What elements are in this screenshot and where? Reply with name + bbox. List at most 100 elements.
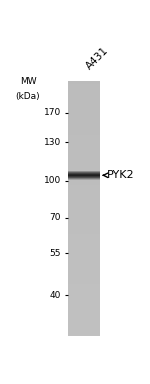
Bar <box>68 226 100 228</box>
Bar <box>68 200 100 201</box>
Bar <box>68 292 100 294</box>
Bar <box>68 298 100 299</box>
Bar <box>68 218 100 220</box>
Bar <box>68 168 100 169</box>
Bar <box>68 172 100 173</box>
Bar <box>68 170 100 172</box>
Bar <box>68 225 100 227</box>
Text: MW: MW <box>20 77 36 86</box>
Bar <box>68 133 100 135</box>
Bar <box>68 177 100 178</box>
Text: 130: 130 <box>44 138 61 147</box>
Bar <box>68 111 100 112</box>
Bar <box>68 98 100 99</box>
Bar <box>68 144 100 145</box>
Bar <box>68 141 100 142</box>
Bar <box>68 146 100 148</box>
Bar <box>68 264 100 266</box>
Bar <box>68 243 100 244</box>
Bar <box>68 81 100 83</box>
Bar <box>68 174 100 175</box>
Bar <box>68 177 100 178</box>
Bar <box>68 300 100 301</box>
Bar <box>68 260 100 262</box>
Text: 40: 40 <box>50 291 61 300</box>
Bar <box>68 178 100 179</box>
Bar <box>68 109 100 111</box>
Bar <box>68 233 100 234</box>
Bar <box>68 266 100 267</box>
Bar <box>68 272 100 273</box>
Bar <box>68 308 100 309</box>
Bar <box>68 106 100 107</box>
Bar <box>68 192 100 194</box>
Bar <box>68 258 100 260</box>
Bar <box>68 250 100 252</box>
Bar <box>68 179 100 181</box>
Bar <box>68 206 100 207</box>
Bar <box>68 254 100 256</box>
Bar <box>68 187 100 189</box>
Bar <box>68 273 100 275</box>
Bar <box>68 112 100 113</box>
Bar <box>68 85 100 87</box>
Bar <box>68 154 100 155</box>
Bar <box>68 135 100 136</box>
Bar <box>68 301 100 303</box>
Bar <box>68 320 100 322</box>
Bar <box>68 212 100 214</box>
Bar <box>68 332 100 333</box>
Bar <box>68 328 100 329</box>
Bar <box>68 117 100 118</box>
Bar <box>68 324 100 326</box>
Bar <box>68 163 100 164</box>
Bar <box>68 247 100 248</box>
Bar <box>68 221 100 223</box>
Bar <box>68 253 100 255</box>
Bar <box>68 222 100 224</box>
Bar <box>68 157 100 159</box>
Bar <box>68 96 100 98</box>
Bar <box>68 291 100 293</box>
Bar <box>68 201 100 202</box>
Bar <box>68 137 100 139</box>
Bar <box>68 132 100 134</box>
Bar <box>68 268 100 270</box>
Bar <box>68 323 100 324</box>
Bar <box>68 331 100 332</box>
Bar <box>68 194 100 196</box>
Bar <box>68 316 100 318</box>
Bar <box>68 91 100 93</box>
Bar <box>68 172 100 173</box>
Bar <box>68 100 100 102</box>
Bar <box>68 287 100 289</box>
Bar <box>68 84 100 85</box>
Bar <box>68 139 100 140</box>
Bar <box>68 174 100 175</box>
Bar <box>68 99 100 101</box>
Bar <box>68 145 100 146</box>
Bar <box>68 283 100 285</box>
Bar <box>68 282 100 284</box>
Bar <box>68 185 100 187</box>
Bar <box>68 309 100 310</box>
Bar <box>68 276 100 277</box>
Bar <box>68 278 100 280</box>
Bar <box>68 255 100 257</box>
Bar <box>68 188 100 190</box>
Bar <box>68 180 100 182</box>
Bar <box>68 310 100 312</box>
Bar <box>68 214 100 215</box>
Bar <box>68 166 100 168</box>
Bar <box>68 280 100 281</box>
Bar <box>68 275 100 276</box>
Text: PYK2: PYK2 <box>107 170 135 180</box>
Bar <box>68 202 100 204</box>
Bar <box>68 116 100 117</box>
Bar <box>68 173 100 174</box>
Bar <box>68 172 100 173</box>
Bar <box>68 325 100 327</box>
Bar <box>68 277 100 279</box>
Bar <box>68 189 100 191</box>
Bar <box>68 171 100 172</box>
